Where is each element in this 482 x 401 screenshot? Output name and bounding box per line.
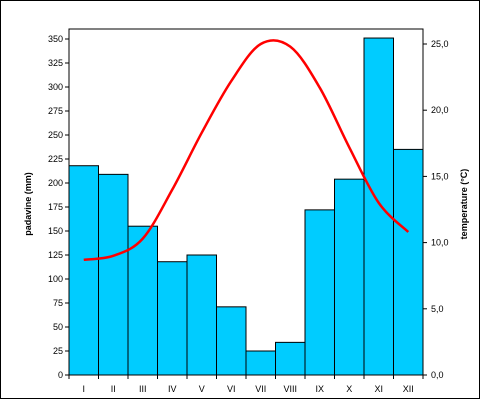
left-tick-label: 75 [53, 298, 63, 308]
x-tick-label: V [199, 384, 205, 394]
x-tick-label: IX [315, 384, 324, 394]
right-axis-title: temperature (°C) [459, 169, 469, 240]
left-tick-label: 250 [48, 130, 63, 140]
bar-X [334, 178, 365, 376]
right-tick-label: 5,0 [431, 304, 444, 314]
left-tick-label: 275 [48, 106, 63, 116]
left-tick-label: 300 [48, 82, 63, 92]
bar-VII [245, 350, 276, 376]
x-tick-label: X [346, 384, 352, 394]
right-tick-label: 25,0 [431, 39, 449, 49]
x-tick-label: VIII [283, 384, 297, 394]
left-tick-label: 225 [48, 154, 63, 164]
temperature-line-group [83, 39, 410, 262]
bar-IX [304, 209, 335, 376]
left-tick-label: 150 [48, 226, 63, 236]
bar-XII [393, 148, 424, 376]
temperature-line [83, 39, 410, 262]
x-tick-label: VI [227, 384, 236, 394]
left-axis-title: padavine (mm) [23, 172, 33, 236]
x-tick-label: XII [403, 384, 414, 394]
x-tick-label: VII [255, 384, 266, 394]
x-tick-label: I [82, 384, 85, 394]
bar-VI [216, 306, 247, 376]
left-tick-label: 125 [48, 250, 63, 260]
bars-group [68, 37, 424, 376]
right-tick-label: 10,0 [431, 238, 449, 248]
left-tick-label: 25 [53, 346, 63, 356]
axes-group: 0 25 50 75 100 125 150 175 200 225 250 275 300 325 350… [48, 28, 449, 394]
right-tick-label: 20,0 [431, 105, 449, 115]
bar-XI [363, 37, 394, 376]
x-tick-label: XI [374, 384, 383, 394]
left-tick-label: 350 [48, 34, 63, 44]
left-tick-label: 200 [48, 178, 63, 188]
x-tick-label: II [111, 384, 116, 394]
bar-III [127, 225, 158, 376]
bar-VIII [275, 341, 306, 376]
left-tick-label: 50 [53, 322, 63, 332]
x-tick-label: III [139, 384, 147, 394]
left-tick-label: 0 [58, 370, 63, 380]
bar-IV [157, 261, 188, 376]
left-tick-label: 100 [48, 274, 63, 284]
right-tick-label: 15,0 [431, 171, 449, 181]
right-tick-label: 0,0 [431, 370, 444, 380]
x-tick-label: IV [168, 384, 177, 394]
bar-II [98, 173, 129, 376]
left-tick-label: 175 [48, 202, 63, 212]
bar-I [68, 165, 99, 376]
bar-V [186, 254, 217, 376]
left-tick-label: 325 [48, 58, 63, 68]
